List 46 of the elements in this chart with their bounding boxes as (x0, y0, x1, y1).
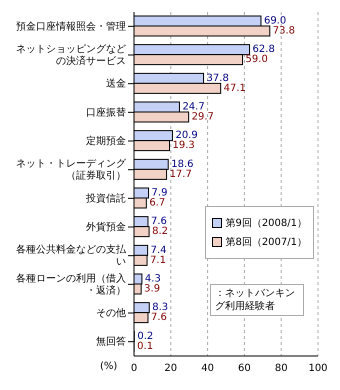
x-axis-title: (%) (100, 361, 118, 372)
y-tick-label: 投資信託 (85, 192, 126, 204)
data-label: 19.3 (172, 140, 195, 152)
y-tick-label: 預金口座情報照会・管理 (16, 20, 126, 32)
x-tick-label: 60 (238, 363, 251, 374)
data-label: 0.2 (137, 330, 154, 342)
data-label: 7.9 (152, 188, 168, 199)
data-label: 7.6 (150, 216, 167, 228)
data-label: 47.1 (224, 82, 246, 94)
y-tick-label: その他 (96, 306, 126, 318)
x-tick-label: 20 (164, 363, 178, 374)
y-tick-label: 外貨預金 (86, 220, 126, 232)
legend-label: 第9回（2008/1） (225, 217, 307, 230)
data-label: 73.8 (272, 26, 296, 37)
data-label: 8.3 (152, 302, 168, 314)
y-tick-label: 口座振替 (86, 106, 126, 118)
legend-label: 第8回（2007/1） (225, 236, 307, 249)
data-label: 20.9 (175, 130, 198, 142)
y-tick-label: 各種公共料金などの支払い (16, 243, 127, 268)
x-tick-label: 0 (130, 363, 138, 374)
x-tick-label: 100 (308, 363, 328, 374)
data-label: 3.9 (144, 284, 160, 295)
y-tick-label: 定期預金 (86, 134, 126, 146)
x-tick-label: 40 (201, 363, 214, 374)
data-label: 62.8 (252, 44, 275, 56)
data-label: 24.7 (182, 102, 205, 113)
y-tick-label: 各種ローンの利用（借入・返済） (16, 272, 126, 296)
x-tick-label: 80 (274, 363, 288, 374)
y-tick-label: ネット・トレーディング（証券取引） (16, 158, 127, 182)
data-label: 18.6 (171, 158, 194, 170)
data-label: 7.4 (150, 244, 167, 256)
data-label: 8.2 (152, 226, 168, 238)
data-label: 17.7 (170, 168, 192, 180)
data-label: 29.7 (192, 112, 214, 123)
y-tick-label: 無回答 (96, 335, 126, 348)
y-tick-label: 送金 (106, 77, 126, 90)
annotation: ：ネットバンキング利用経験者 (210, 284, 304, 316)
data-label: 4.3 (144, 274, 161, 285)
data-label: 69.0 (264, 16, 286, 27)
y-tick-label: ネットショッピングなどの決済サービス (16, 44, 126, 66)
data-label: 59.0 (246, 54, 268, 66)
data-label: 7.1 (150, 254, 166, 266)
data-label: 0.1 (137, 340, 154, 352)
data-label: 7.6 (150, 312, 167, 324)
data-label: 6.7 (149, 198, 166, 209)
data-label: 37.8 (206, 72, 229, 84)
